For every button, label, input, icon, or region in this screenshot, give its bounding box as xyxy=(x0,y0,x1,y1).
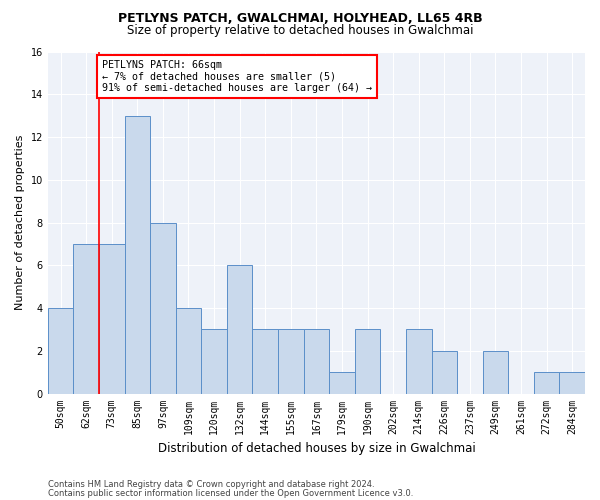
Bar xyxy=(534,372,559,394)
Bar xyxy=(253,330,278,394)
Text: PETLYNS PATCH: 66sqm
← 7% of detached houses are smaller (5)
91% of semi-detache: PETLYNS PATCH: 66sqm ← 7% of detached ho… xyxy=(101,60,371,94)
Bar xyxy=(431,351,457,394)
Bar xyxy=(73,244,99,394)
Bar xyxy=(99,244,125,394)
Text: PETLYNS PATCH, GWALCHMAI, HOLYHEAD, LL65 4RB: PETLYNS PATCH, GWALCHMAI, HOLYHEAD, LL65… xyxy=(118,12,482,26)
Bar xyxy=(278,330,304,394)
Bar xyxy=(559,372,585,394)
Bar xyxy=(329,372,355,394)
X-axis label: Distribution of detached houses by size in Gwalchmai: Distribution of detached houses by size … xyxy=(158,442,475,455)
Bar xyxy=(355,330,380,394)
Bar xyxy=(406,330,431,394)
Y-axis label: Number of detached properties: Number of detached properties xyxy=(15,135,25,310)
Text: Contains public sector information licensed under the Open Government Licence v3: Contains public sector information licen… xyxy=(48,489,413,498)
Bar xyxy=(227,266,253,394)
Bar xyxy=(150,222,176,394)
Bar xyxy=(176,308,201,394)
Bar xyxy=(304,330,329,394)
Bar xyxy=(48,308,73,394)
Bar xyxy=(125,116,150,394)
Bar xyxy=(201,330,227,394)
Text: Contains HM Land Registry data © Crown copyright and database right 2024.: Contains HM Land Registry data © Crown c… xyxy=(48,480,374,489)
Text: Size of property relative to detached houses in Gwalchmai: Size of property relative to detached ho… xyxy=(127,24,473,37)
Bar xyxy=(482,351,508,394)
